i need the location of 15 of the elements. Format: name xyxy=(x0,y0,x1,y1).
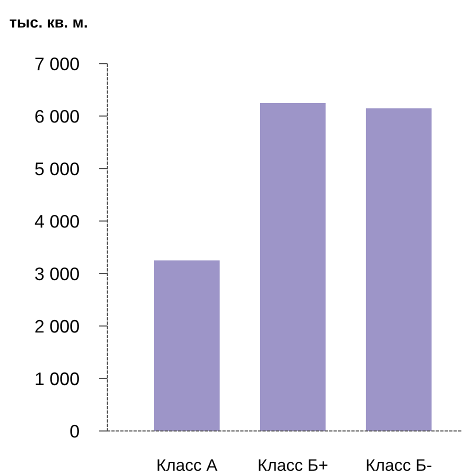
y-tick-label: 7 000 xyxy=(35,58,79,70)
y-tick-label: 4 000 xyxy=(34,214,79,228)
y-tick-label: 0 xyxy=(70,424,79,438)
y-tick-label: 6 000 xyxy=(35,110,79,123)
y-tick-label: 1 000 xyxy=(36,372,79,386)
chart-title: тыс. кв. м. xyxy=(10,19,87,28)
bar xyxy=(366,108,432,431)
y-tick-label: 3 000 xyxy=(35,267,79,280)
bar xyxy=(154,260,220,431)
bar xyxy=(260,102,326,431)
x-tick-label: Класс Б- xyxy=(366,459,432,471)
x-tick-label: Класс А xyxy=(158,459,218,471)
x-tick-label: Класс Б+ xyxy=(258,459,328,471)
y-tick-label: 5 000 xyxy=(35,162,79,176)
y-tick-label: 2 000 xyxy=(35,320,79,333)
